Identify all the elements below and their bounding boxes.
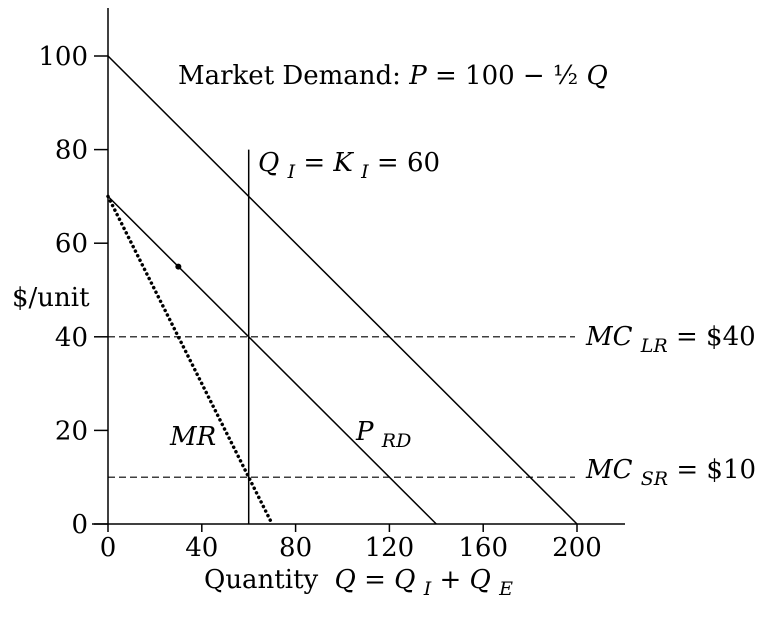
y-tick-label: 100 [38, 42, 88, 72]
capacity-annotation-mid: = K [303, 148, 354, 178]
mr-line [106, 194, 274, 526]
ticks-layer: 0 40 80 120 160 200 0 20 40 60 80 100 [38, 42, 601, 563]
mcsr-label: MC SR = $10 [585, 455, 756, 492]
x-tick-label: 80 [279, 533, 312, 563]
capacity-annotation-sub1: I [287, 161, 296, 183]
mcsr-label-val: = $10 [676, 455, 756, 485]
demand-line [107, 55, 578, 525]
demand-annotation-p: P [408, 61, 427, 91]
mclr-label-val: = $40 [676, 322, 756, 352]
x-axis-label-word: Quantity [204, 565, 319, 595]
prd-label-main: P [355, 417, 374, 447]
x-tick-label: 0 [100, 533, 117, 563]
x-tick-label: 40 [185, 533, 218, 563]
mr-label: MR [169, 422, 216, 452]
x-tick-label: 160 [458, 533, 508, 563]
mcsr-label-main: MC [585, 455, 633, 485]
y-tick-label: 40 [55, 323, 88, 353]
demand-annotation-prefix: Market Demand: [178, 61, 409, 91]
y-axis-label: $/unit [12, 283, 90, 313]
x-tick-label: 200 [552, 533, 602, 563]
mclr-label: MC LR = $40 [585, 322, 756, 359]
prd-label: P RD [355, 417, 411, 452]
demand-annotation-eq: = 100 − ½ [435, 61, 586, 91]
capacity-annotation-val: = 60 [377, 148, 440, 178]
y-tick-label: 20 [55, 416, 88, 446]
mclr-label-main: MC [585, 322, 633, 352]
y-tick-label: 80 [55, 136, 88, 166]
mclr-label-sub: LR [640, 335, 668, 357]
x-tick-label: 120 [365, 533, 415, 563]
series-layer [106, 55, 578, 526]
capacity-annotation-q: Q [258, 148, 279, 178]
demand-annotation-q: Q [586, 61, 607, 91]
x-axis-label-plus: + Q [439, 565, 490, 595]
marker-point [175, 263, 182, 270]
prd-line [107, 195, 437, 525]
prd-label-sub: RD [381, 430, 412, 452]
mcsr-label-sub: SR [641, 468, 668, 490]
x-axis-label: Quantity Q = Q I + Q E [204, 565, 513, 602]
x-axis-label-sub2: E [498, 578, 513, 600]
x-axis-label-sub1: I [423, 578, 432, 600]
capacity-annotation-sub2: I [360, 161, 369, 183]
demand-annotation: Market Demand: P = 100 − ½ Q [178, 61, 608, 91]
y-tick-label: 0 [71, 510, 88, 540]
x-axis-label-eq: Q = Q [334, 565, 415, 595]
y-tick-label: 60 [55, 229, 88, 259]
capacity-annotation: Q I = K I = 60 [258, 148, 440, 185]
